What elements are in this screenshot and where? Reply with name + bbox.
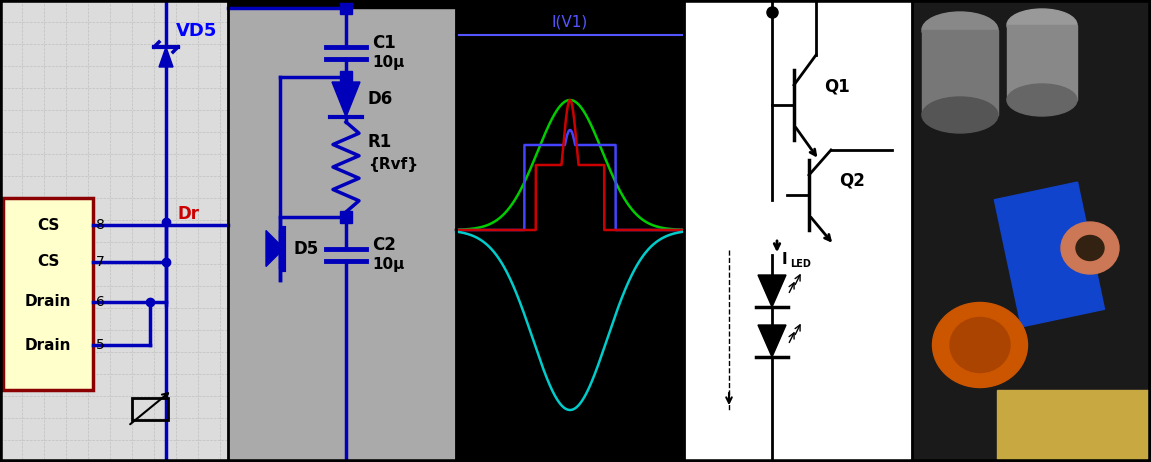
Text: I(V1): I(V1) (551, 14, 588, 30)
Polygon shape (759, 325, 786, 357)
Text: CS: CS (37, 255, 59, 269)
Text: 8: 8 (96, 218, 105, 232)
Bar (228, 0, 456, 462)
Bar (1007, 25, 1077, 100)
Polygon shape (159, 47, 173, 67)
Ellipse shape (922, 12, 998, 48)
Text: I: I (782, 253, 787, 267)
Text: CS: CS (37, 218, 59, 232)
Text: D6: D6 (368, 91, 394, 109)
Polygon shape (759, 275, 786, 307)
Text: Drain: Drain (25, 338, 71, 353)
Ellipse shape (1007, 9, 1077, 41)
Bar (994, 182, 1105, 327)
Text: VD5: VD5 (176, 22, 218, 40)
Text: 5: 5 (96, 338, 105, 352)
Text: 7: 7 (96, 255, 105, 269)
Ellipse shape (950, 317, 1009, 372)
Text: Drain: Drain (25, 294, 71, 310)
Ellipse shape (1076, 236, 1104, 261)
Bar (997, 390, 1151, 462)
Text: C2: C2 (372, 236, 396, 254)
Ellipse shape (1007, 84, 1077, 116)
Text: 10μ: 10μ (372, 257, 404, 273)
Text: Q2: Q2 (839, 171, 864, 189)
Polygon shape (331, 82, 360, 117)
Text: D5: D5 (294, 239, 319, 257)
Bar (456, 0, 684, 462)
Bar (228, 0, 456, 8)
Bar (912, 0, 1151, 462)
Text: R1: R1 (368, 133, 392, 151)
Ellipse shape (1061, 222, 1119, 274)
Bar (684, 0, 912, 462)
Text: 6: 6 (96, 295, 105, 309)
Text: Q1: Q1 (824, 78, 849, 96)
Text: {Rvf}: {Rvf} (368, 157, 418, 171)
Bar (0, 0, 228, 462)
Text: 10μ: 10μ (372, 55, 404, 71)
Text: LED: LED (790, 259, 810, 269)
Polygon shape (266, 231, 284, 267)
Ellipse shape (922, 97, 998, 133)
Text: C1: C1 (372, 34, 396, 52)
Bar (922, 30, 998, 115)
Text: Dr: Dr (178, 205, 200, 223)
Bar (132, 398, 168, 420)
Bar (3, 198, 93, 390)
Ellipse shape (932, 303, 1028, 388)
